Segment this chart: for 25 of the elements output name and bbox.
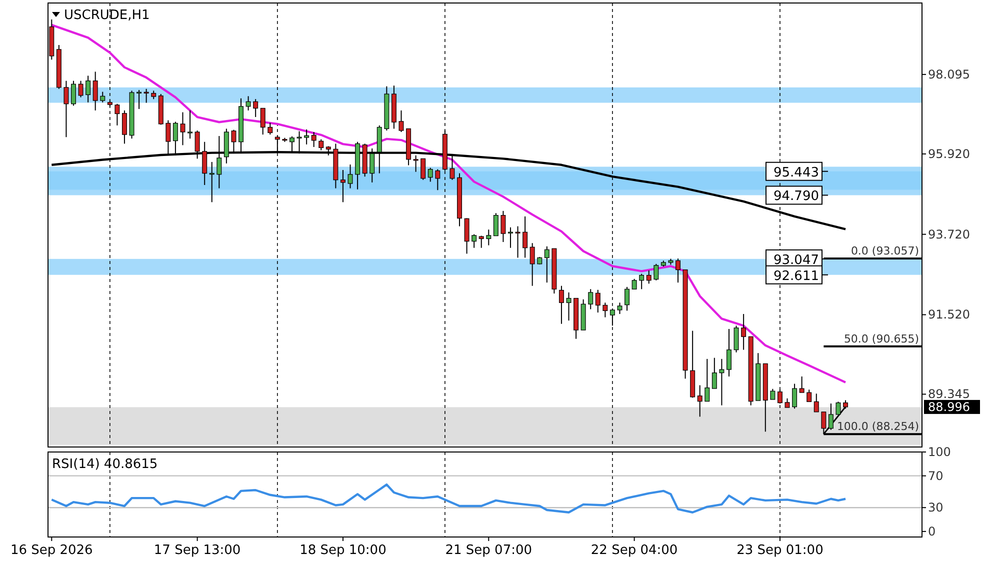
x-tick-label: 21 Sep 07:00 <box>445 543 532 558</box>
text: 88.996 <box>928 400 970 414</box>
x-tick-label: 23 Sep 01:00 <box>736 543 824 558</box>
x-tick-label: 22 Sep 04:00 <box>590 543 678 558</box>
annotation: 93.047 <box>774 252 819 268</box>
y-tick-label: 93.720 <box>928 227 970 242</box>
y-tick-label: 89.345 <box>928 387 970 402</box>
ref-line-label: 100.0 (88.254) <box>836 420 919 434</box>
y-tick-label: 95.920 <box>928 146 970 161</box>
chart-title: USCRUDE,H1 <box>64 8 150 23</box>
y-tick-label: 91.520 <box>928 308 970 322</box>
annotation: 92.611 <box>774 268 819 284</box>
annotation: 95.443 <box>774 165 819 180</box>
y-tick-label: 100 <box>928 445 951 459</box>
ref-line-label: 50.0 (90.655) <box>844 332 919 346</box>
y-tick-label: 70 <box>928 468 944 483</box>
x-tick-label: 16 Sep 2026 <box>10 543 93 558</box>
y-tick-label: 98.095 <box>928 67 970 82</box>
x-tick-label: 18 Sep 10:00 <box>300 543 386 558</box>
y-tick-label: 30 <box>928 500 944 515</box>
y-tick-label: 0 <box>928 524 936 538</box>
ref-line-label: 0.0 (93.057) <box>850 244 919 258</box>
x-tick-label: 17 Sep 13:00 <box>154 543 241 558</box>
annotation: 94.790 <box>774 189 819 204</box>
chart-title: RSI(14) 40.8615 <box>52 457 158 472</box>
